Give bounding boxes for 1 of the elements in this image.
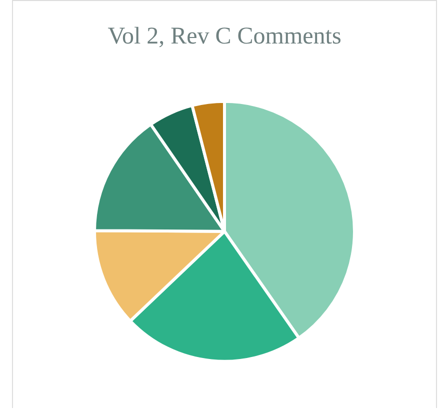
chart-title: Vol 2, Rev C Comments xyxy=(108,24,342,50)
